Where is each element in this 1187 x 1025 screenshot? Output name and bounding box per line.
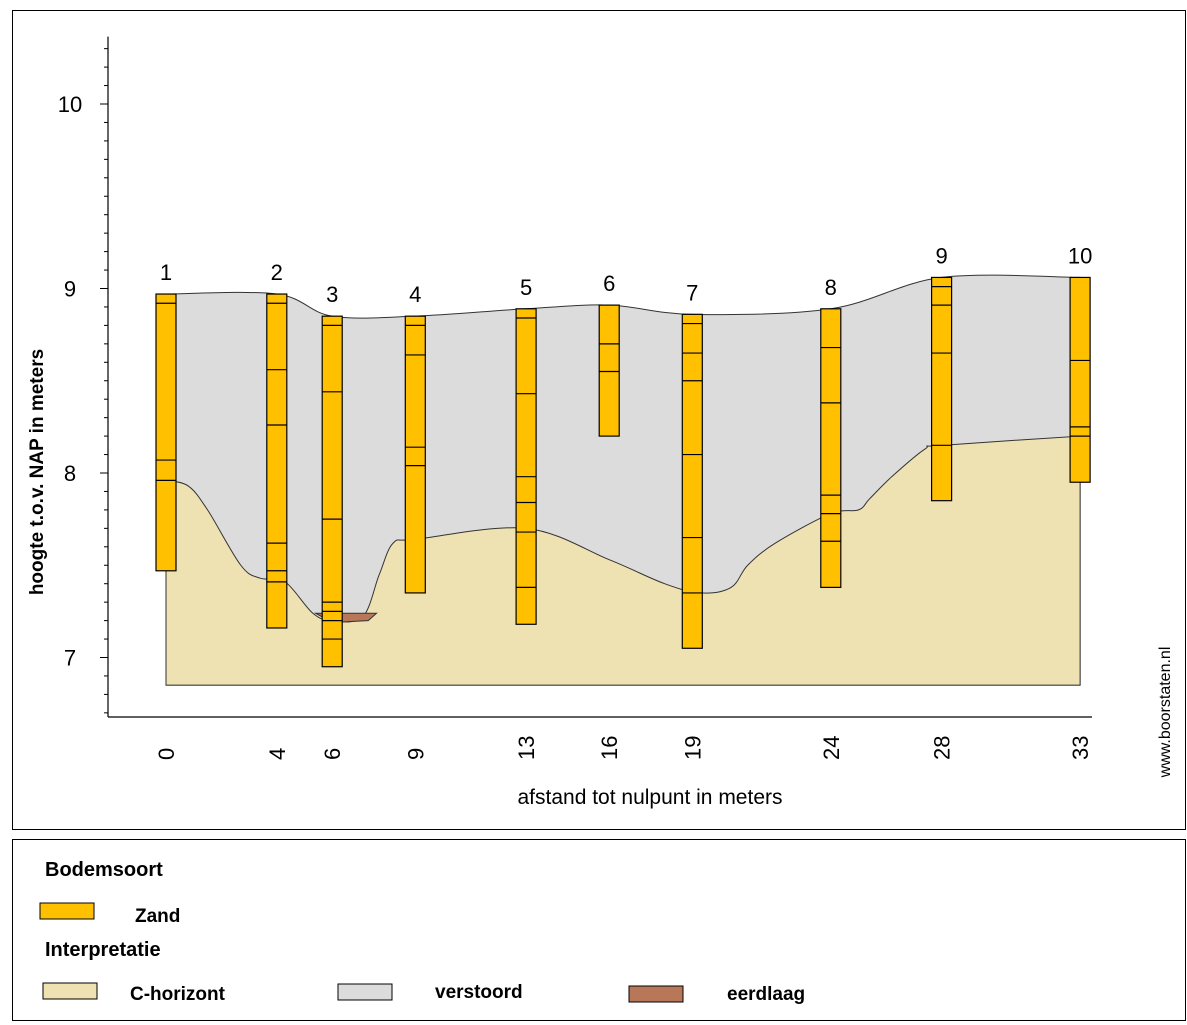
bore-column xyxy=(515,308,537,625)
bore-label: 9 xyxy=(935,243,947,268)
legend-interpretatie-title: Interpretatie xyxy=(45,939,161,961)
bore-label: 7 xyxy=(686,280,698,305)
y-tick-label: 7 xyxy=(64,646,76,671)
bore-column xyxy=(598,304,620,437)
x-tick-label: 28 xyxy=(930,736,955,760)
bore-5 xyxy=(515,308,537,625)
chart-frame xyxy=(12,10,1186,830)
bore-column xyxy=(321,315,343,668)
bore-7 xyxy=(681,313,703,649)
legend-verstoord-label: verstoord xyxy=(435,982,523,1003)
y-tick-label: 8 xyxy=(64,461,76,486)
bore-1 xyxy=(155,293,177,572)
axes: 10 9 8 7 xyxy=(58,36,1092,718)
watermark-text: www.boorstaten.nl xyxy=(1157,647,1174,779)
bore-column xyxy=(155,293,177,572)
bore-label: 1 xyxy=(160,260,172,285)
x-axis-title: afstand tot nulpunt in meters xyxy=(518,786,783,809)
legend-eerdlaag-swatch xyxy=(628,985,684,1003)
bore-label: 4 xyxy=(409,282,421,307)
legend-bodemsoort-title: Bodemsoort xyxy=(45,859,163,881)
bore-columns xyxy=(155,276,1091,668)
legend-verstoord-swatch xyxy=(337,983,393,1001)
bore-10 xyxy=(1069,276,1091,483)
legend-c-horizont-swatch xyxy=(42,982,98,1000)
x-tick-label: 33 xyxy=(1068,736,1093,760)
bore-column xyxy=(404,315,426,594)
x-tick-label: 19 xyxy=(680,736,705,760)
x-tick-label: 13 xyxy=(514,736,539,760)
bore-column xyxy=(1069,276,1091,483)
bore-8 xyxy=(820,308,842,588)
bore-label: 10 xyxy=(1068,243,1092,268)
bore-label: 3 xyxy=(326,282,338,307)
bore-label: 6 xyxy=(603,271,615,296)
x-tick-label: 6 xyxy=(320,748,345,760)
bore-2 xyxy=(266,293,288,629)
y-axis-title: hoogte t.o.v. NAP in meters xyxy=(27,349,48,595)
legend-eerdlaag-label: eerdlaag xyxy=(727,984,805,1005)
c-horizont-area xyxy=(165,435,1081,686)
legend-c-horizont-label: C-horizont xyxy=(130,984,226,1005)
x-tick-label: 24 xyxy=(819,736,844,760)
x-tick-label: 4 xyxy=(265,748,290,760)
bore-label: 2 xyxy=(271,260,283,285)
bore-column xyxy=(266,293,288,629)
bore-9 xyxy=(930,276,953,502)
bore-4 xyxy=(404,315,426,594)
y-tick-label: 10 xyxy=(58,92,82,117)
interpretation-areas xyxy=(165,274,1081,686)
bore-column xyxy=(681,313,703,649)
legend-frame xyxy=(12,839,1186,1021)
bore-column xyxy=(820,308,842,588)
bore-label: 8 xyxy=(825,275,837,300)
y-tick-label: 9 xyxy=(64,277,76,302)
bore-label: 5 xyxy=(520,275,532,300)
bore-3 xyxy=(321,315,343,668)
legend: Bodemsoort Zand Interpretatie C-horizont… xyxy=(39,859,805,1005)
x-tick-label: 0 xyxy=(154,748,179,760)
legend-zand-swatch xyxy=(39,902,95,920)
bore-column xyxy=(930,276,953,502)
x-tick-label: 9 xyxy=(403,748,428,760)
legend-zand-label: Zand xyxy=(135,906,180,927)
x-tick-label: 16 xyxy=(597,736,622,760)
bore-6 xyxy=(598,304,620,437)
